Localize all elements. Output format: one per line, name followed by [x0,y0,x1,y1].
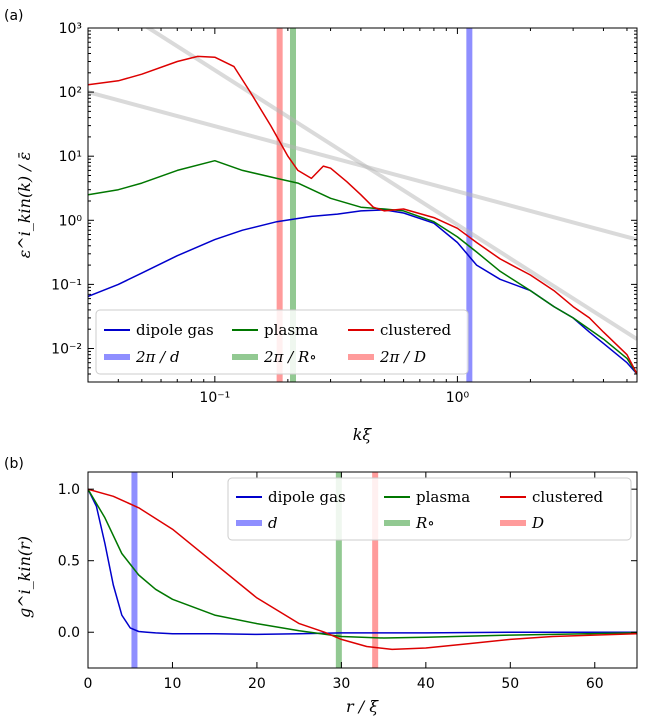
panel-a-axes-frame [87,27,638,383]
legend-box [227,477,632,541]
x-tick-label: 10⁻¹ [199,390,230,406]
panel-b-axes-frame [87,471,638,669]
panel-b-label: (b) [4,456,24,472]
panel-a-series [88,55,637,375]
panel-a-spectrum-chart: (a) 10⁻¹ 10⁰ 10³ 10² 10¹ 10⁰ 10⁻¹ 10⁻² kξ ε^i_k… [4,8,638,444]
panel-b-ticks: 0 10 20 30 40 50 60 0.0 0.5 1.0 [58,472,637,692]
panel-a-reference-lines [88,28,637,341]
x-tick-label: 60 [586,676,604,692]
y-tick-label: 1.0 [58,482,80,498]
x-tick-label: 20 [248,676,266,692]
y-tick-label: 0.5 [58,554,80,570]
panel-a-x-axis-label: kξ [353,425,373,444]
y-tick-label: 10⁻² [51,341,82,357]
reference-line-1 [144,28,637,341]
panel-b-correlation-chart: (b) 0 10 20 30 40 50 60 0.0 0.5 1.0 r / ξ g^i_kin… [4,456,638,716]
series-plasma [88,159,637,375]
legend-label-2-d: 2π / D [379,348,426,366]
reference-line-2 [88,90,637,242]
legend-label-clustered: clustered [380,321,452,339]
x-tick-label: 30 [332,676,350,692]
y-tick-label: 10⁻¹ [51,277,82,293]
series-dipole-gas [88,209,637,375]
panel-a-legend: dipole gas plasma clustered 2π / d 2π / R∘ 2π… [95,309,469,375]
panel-b-x-axis-label: r / ξ [346,697,379,716]
legend-label-2-d: 2π / d [135,348,180,366]
legend-label-plasma: plasma [416,488,470,506]
series-dipole-gas [88,488,637,636]
legend-label-2-r: 2π / R∘ [263,348,317,366]
y-tick-label: 10³ [59,21,82,37]
panel-a-y-axis-label: ε^i_kin(k) / ε̄ [15,152,34,259]
panel-b-y-axis-label: g^i_kin(r) [15,536,34,618]
x-tick-label: 10⁰ [446,390,470,406]
series-plasma [88,488,637,639]
legend-label-dipole-gas: dipole gas [268,488,346,506]
panel-b-legend: dipole gas plasma clustered d R∘ D [227,477,632,541]
legend-box [95,309,469,375]
y-tick-label: 10¹ [59,149,82,165]
panel-a-ticks: 10⁻¹ 10⁰ 10³ 10² 10¹ 10⁰ 10⁻¹ 10⁻² [51,21,637,406]
legend-label-r: R∘ [415,514,435,532]
legend-label-plasma: plasma [264,321,318,339]
legend-label-clustered: clustered [532,488,604,506]
legend-label-d: D [531,514,544,532]
y-tick-label: 10⁰ [59,213,83,229]
legend-label-d: d [268,514,278,532]
y-tick-label: 10² [59,85,82,101]
panel-b-series [88,488,637,651]
series-clustered [88,488,637,651]
x-tick-label: 40 [417,676,435,692]
series-clustered [88,55,637,375]
panel-a-label: (a) [4,8,24,24]
x-tick-label: 0 [84,676,93,692]
x-tick-label: 10 [164,676,182,692]
y-tick-label: 0.0 [58,625,80,641]
legend-label-dipole-gas: dipole gas [136,321,214,339]
x-tick-label: 50 [501,676,519,692]
